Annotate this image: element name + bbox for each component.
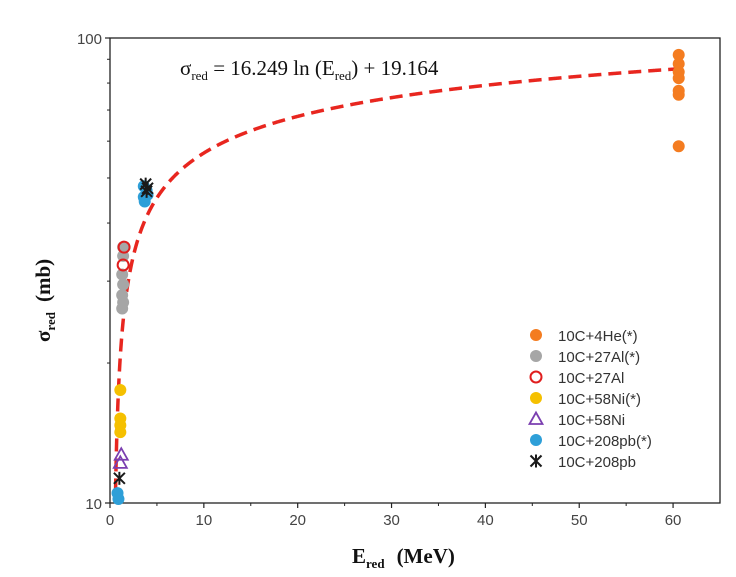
y-tick-label: 100 bbox=[77, 31, 102, 48]
legend-label: 10C+4He(*) bbox=[558, 328, 638, 345]
equation-lhs-sub: red bbox=[191, 68, 208, 83]
legend-item: 10C+58Ni bbox=[527, 410, 625, 429]
x-axis-label-main: E bbox=[352, 544, 366, 568]
data-point bbox=[672, 88, 685, 101]
legend-marker bbox=[530, 434, 542, 446]
data-point bbox=[113, 471, 126, 485]
data-point bbox=[112, 493, 125, 506]
data-point bbox=[116, 268, 129, 281]
data-point bbox=[114, 383, 127, 396]
data-point bbox=[117, 278, 130, 291]
data-points-layer bbox=[111, 48, 685, 506]
legend-item: 10C+208pb bbox=[529, 454, 636, 471]
data-point bbox=[114, 426, 127, 439]
x-tick-label: 60 bbox=[665, 512, 682, 529]
y-axis-label-main: σ bbox=[31, 330, 55, 342]
legend-marker bbox=[530, 350, 542, 362]
equation-mid: = 16.249 ln (E bbox=[208, 56, 335, 80]
legend-marker bbox=[529, 454, 543, 468]
legend-label: 10C+208pb(*) bbox=[558, 433, 652, 450]
legend-marker bbox=[529, 370, 543, 384]
equation-mid-sub: red bbox=[335, 68, 352, 83]
data-point bbox=[140, 184, 153, 198]
legend-label: 10C+27Al bbox=[558, 370, 624, 387]
legend-marker bbox=[530, 329, 542, 341]
x-axis-label-sub: red bbox=[366, 556, 385, 571]
data-point bbox=[138, 195, 151, 208]
legend-item: 10C+27Al(*) bbox=[530, 349, 640, 366]
legend: 10C+4He(*) 10C+27Al(*) 10C+27Al 10C+58Ni(*)… bbox=[527, 328, 652, 471]
data-point bbox=[116, 302, 129, 315]
equation-lhs: σ bbox=[180, 56, 191, 80]
data-point bbox=[112, 454, 129, 469]
data-point bbox=[116, 258, 130, 272]
y-axis-label: σred (mb) bbox=[31, 259, 58, 342]
y-axis-label-sub: red bbox=[43, 311, 58, 330]
legend-label: 10C+58Ni(*) bbox=[558, 391, 641, 408]
data-point bbox=[672, 140, 685, 153]
y-tick-label: 10 bbox=[85, 496, 102, 513]
data-point bbox=[672, 72, 685, 85]
data-point bbox=[672, 48, 685, 61]
x-tick-label: 40 bbox=[477, 512, 494, 529]
legend-marker bbox=[527, 410, 545, 425]
legend-label: 10C+58Ni bbox=[558, 412, 625, 429]
x-tick-label: 30 bbox=[383, 512, 400, 529]
legend-label: 10C+208pb bbox=[558, 454, 636, 471]
fit-equation: σred = 16.249 ln (Ered) + 19.164 bbox=[180, 56, 439, 83]
data-point bbox=[117, 240, 131, 254]
x-axis-label-unit: (MeV) bbox=[397, 544, 455, 568]
x-tick-label: 0 bbox=[106, 512, 114, 529]
x-tick-label: 10 bbox=[196, 512, 213, 529]
legend-item: 10C+4He(*) bbox=[530, 328, 638, 345]
legend-label: 10C+27Al(*) bbox=[558, 349, 640, 366]
plot-frame bbox=[109, 37, 721, 504]
legend-marker bbox=[530, 392, 542, 404]
fit-curve-layer bbox=[113, 66, 681, 492]
y-axis-label-unit: (mb) bbox=[31, 259, 55, 302]
legend-item: 10C+208pb(*) bbox=[530, 433, 652, 450]
x-tick-label: 20 bbox=[289, 512, 306, 529]
x-axis-label: Ered (MeV) bbox=[352, 544, 455, 571]
x-tick-label: 50 bbox=[571, 512, 588, 529]
legend-item: 10C+27Al bbox=[529, 370, 624, 387]
equation-rhs: ) + 19.164 bbox=[351, 56, 439, 80]
plot-area bbox=[109, 37, 721, 504]
fit-curve bbox=[113, 66, 681, 492]
legend-item: 10C+58Ni(*) bbox=[530, 391, 641, 408]
